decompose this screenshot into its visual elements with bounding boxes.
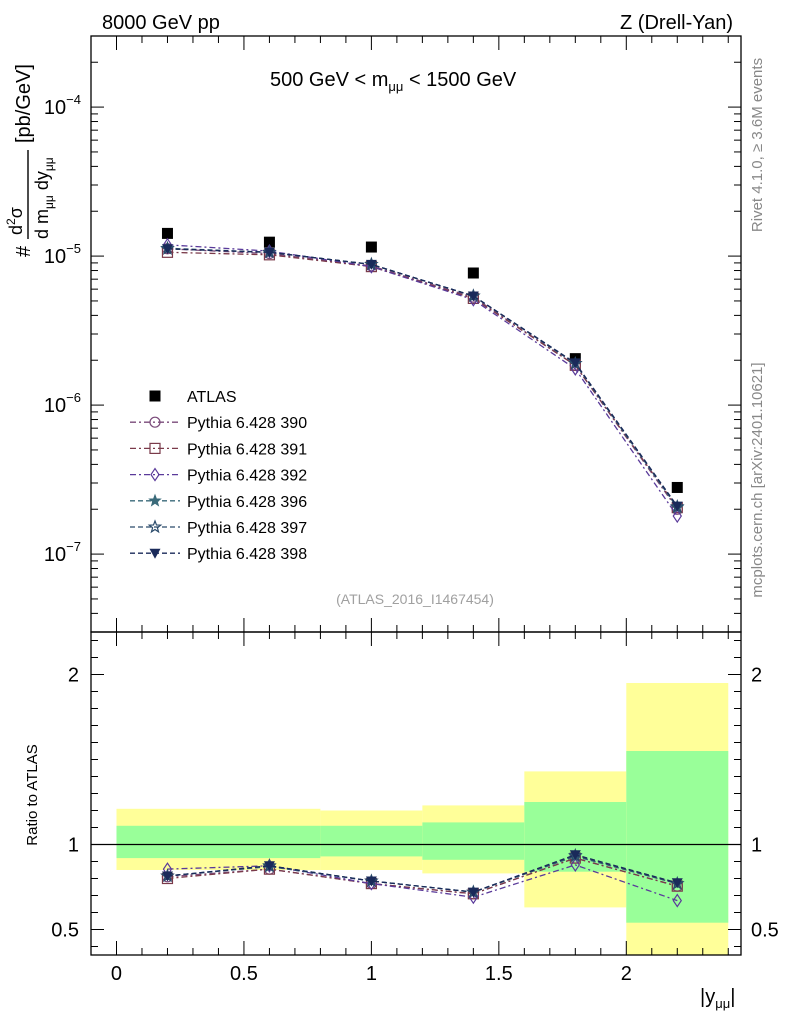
legend-label: Pythia 6.428 391 xyxy=(187,441,307,458)
data-point xyxy=(467,267,479,279)
ratio-series-line xyxy=(167,864,678,902)
y-tick-label-ratio-right: 0.5 xyxy=(751,920,779,942)
data-point xyxy=(365,259,377,270)
header-left-label: 8000 GeV pp xyxy=(102,12,220,34)
legend-label: Pythia 6.428 397 xyxy=(187,520,307,537)
main-series-layer xyxy=(160,227,685,524)
legend-marker xyxy=(148,493,162,507)
ratio-data-point xyxy=(365,876,377,887)
x-tick-label: 1 xyxy=(366,963,377,985)
legend-entry: Pythia 6.428 397 xyxy=(130,519,307,537)
ratio-data-point xyxy=(570,857,581,872)
data-point xyxy=(467,291,479,302)
series-pythia-6-428-398 xyxy=(161,244,683,512)
ratio-data-point xyxy=(263,861,275,872)
data-point xyxy=(365,241,377,253)
y-axis-label-main: # d2σ d mμμ dyμμ [pb/GeV] xyxy=(4,64,56,257)
series-line xyxy=(167,244,678,517)
legend-marker xyxy=(149,548,161,559)
y-tick-label-ratio-left: 0.5 xyxy=(51,920,79,942)
data-point xyxy=(672,508,682,524)
x-tick-label: 0.5 xyxy=(230,963,258,985)
y-tick-label-main: 10−6 xyxy=(44,390,81,417)
data-point xyxy=(671,481,683,493)
ratio-data-point xyxy=(671,878,683,889)
y-tick-label-main: 10−5 xyxy=(44,241,81,268)
legend-label: Pythia 6.428 390 xyxy=(187,415,307,432)
x-tick-label: 0 xyxy=(111,963,122,985)
ratio-bands xyxy=(116,683,729,955)
x-tick-label: 1.5 xyxy=(485,963,513,985)
legend-entry: Pythia 6.428 390 xyxy=(130,415,307,432)
svg-text:[pb/GeV]: [pb/GeV] xyxy=(13,64,35,143)
mass-window-label: 500 GeV < mμμ < 1500 GeV xyxy=(270,69,517,94)
svg-text:#: # xyxy=(13,245,35,257)
ratio-data-point xyxy=(569,850,581,861)
axis-ticks: 10−7 10−6 10−5 10−4 0 0.5 1 1.5 2 0.5 0.5 1 1 2 2 xyxy=(44,36,779,985)
ratio-series-pythia-6-428-398 xyxy=(161,850,683,898)
ratio-data-point xyxy=(161,871,173,882)
uncertainty-band-green xyxy=(320,825,423,857)
legend-entry: Pythia 6.428 392 xyxy=(130,467,307,485)
legend-entry: Pythia 6.428 396 xyxy=(130,493,307,511)
data-point xyxy=(161,244,173,255)
series-line xyxy=(167,248,678,507)
legend-label: Pythia 6.428 398 xyxy=(187,546,307,563)
legend-entry: ATLAS xyxy=(149,389,237,406)
legend-entry: Pythia 6.428 391 xyxy=(130,441,307,458)
legend: ATLAS Pythia 6.428 390 Pythia 6.428 391 Pyt… xyxy=(130,389,307,563)
series-line xyxy=(167,251,678,508)
svg-text:d mμμ dyμμ: d mμμ dyμμ xyxy=(32,157,56,239)
y-tick-label-ratio-left: 1 xyxy=(68,835,79,857)
legend-label: Pythia 6.428 392 xyxy=(187,468,307,485)
data-point xyxy=(263,247,275,258)
side-label-rivet: Rivet 4.1.0, ≥ 3.6M events xyxy=(749,58,766,232)
uncertainty-band-green xyxy=(422,822,525,860)
svg-text:d2σ: d2σ xyxy=(4,207,26,235)
ratio-series-layer xyxy=(160,847,685,908)
legend-marker xyxy=(147,519,163,534)
header-right-label: Z (Drell-Yan) xyxy=(620,12,733,34)
x-tick-label: 2 xyxy=(621,963,632,985)
legend-marker xyxy=(149,416,161,428)
legend-marker xyxy=(149,442,161,454)
x-axis-label: |yμμ| xyxy=(700,986,735,1011)
ratio-data-point xyxy=(467,887,479,898)
y-tick-label-ratio-right: 1 xyxy=(751,835,762,857)
data-point xyxy=(671,501,683,512)
y-tick-label-main: 10−4 xyxy=(44,92,81,119)
legend-marker xyxy=(149,390,161,402)
uncertainty-band-green xyxy=(626,751,729,923)
ratio-series-line xyxy=(167,854,678,893)
data-point xyxy=(263,236,275,248)
data-point xyxy=(161,227,173,239)
y-tick-label-ratio-left: 2 xyxy=(68,665,79,687)
legend-entry: Pythia 6.428 398 xyxy=(130,546,307,563)
uncertainty-band-green xyxy=(524,802,627,872)
data-point xyxy=(569,358,581,369)
ratio-series-line xyxy=(167,857,678,895)
uncertainty-band-green xyxy=(116,825,321,859)
legend-label: Pythia 6.428 396 xyxy=(187,494,307,511)
main-panel-frame xyxy=(90,35,742,633)
side-label-mcplots: mcplots.cern.ch [arXiv:2401.10621] xyxy=(749,362,766,597)
ratio-data-point xyxy=(672,893,682,908)
legend-marker xyxy=(150,467,160,482)
y-axis-label-ratio: Ratio to ATLAS xyxy=(24,744,41,845)
analysis-id-label: (ATLAS_2016_I1467454) xyxy=(336,591,494,607)
legend-label: ATLAS xyxy=(187,389,237,406)
y-tick-label-ratio-right: 2 xyxy=(751,665,762,687)
y-tick-label-main: 10−7 xyxy=(44,539,81,566)
